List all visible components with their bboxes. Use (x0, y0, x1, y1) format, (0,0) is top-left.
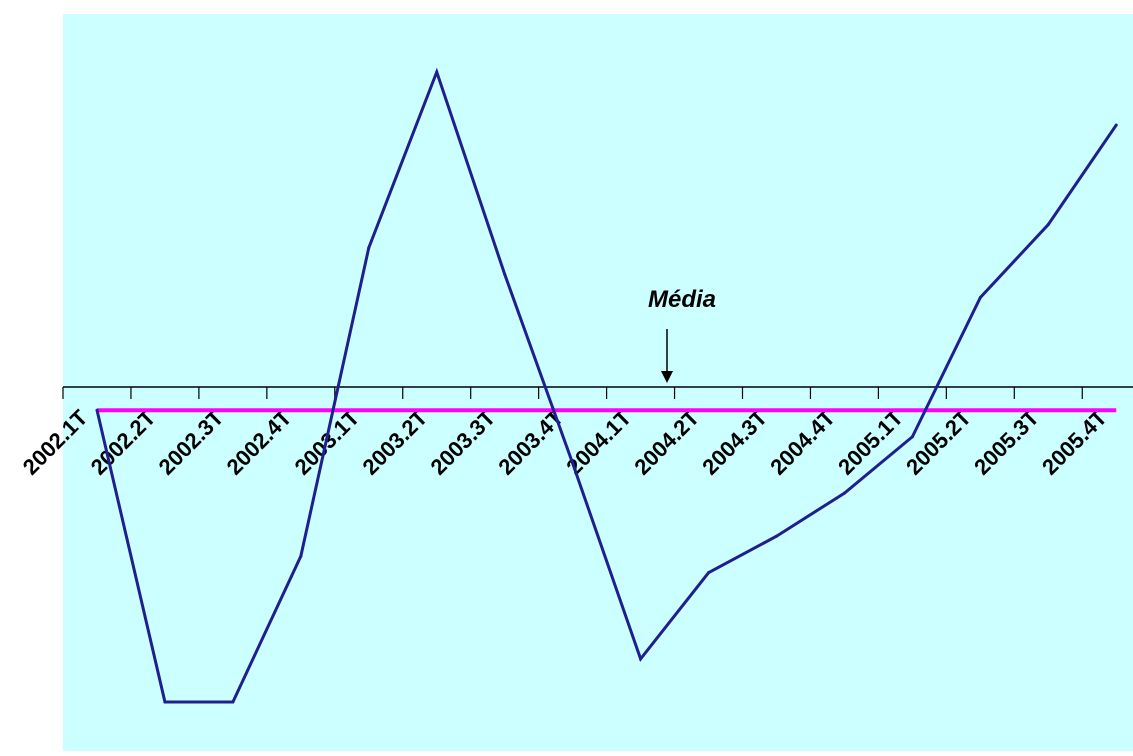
data-point (571, 461, 575, 465)
media-annotation-label: Média (648, 286, 716, 313)
plot-background (63, 14, 1133, 751)
data-point (978, 295, 982, 299)
data-point (707, 571, 711, 575)
data-point (163, 700, 167, 704)
data-point (639, 657, 643, 661)
data-point (842, 491, 846, 495)
data-points (95, 70, 1118, 704)
data-point (435, 70, 439, 74)
data-point (1046, 223, 1050, 227)
media-annotation-arrowhead (661, 371, 673, 383)
data-point (95, 408, 99, 412)
data-point (367, 246, 371, 250)
data-point (910, 435, 914, 439)
data-point (231, 700, 235, 704)
data-point (775, 534, 778, 538)
data-point (503, 272, 507, 276)
x-axis-ticks (62, 387, 1083, 399)
data-point (1114, 123, 1118, 127)
data-series-line (95, 67, 1118, 704)
data-point (299, 554, 303, 558)
